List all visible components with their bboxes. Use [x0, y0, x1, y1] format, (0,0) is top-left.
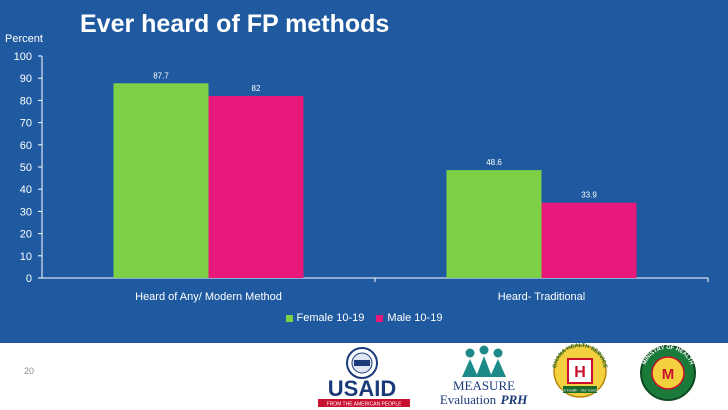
ghs-tagline: Your Health - Our Concern — [559, 389, 601, 393]
moh-logo: MINISTRY OF HEALTH M — [640, 345, 696, 401]
y-tick-label: 20 — [20, 229, 32, 241]
bar — [446, 170, 542, 278]
y-tick-label: 10 — [20, 251, 32, 263]
measure-wordmark: MEASURE — [453, 378, 515, 393]
legend-item-male: Male 10-19 — [376, 312, 442, 324]
chart-title: Ever heard of FP methods — [80, 10, 390, 38]
y-tick-label: 50 — [20, 162, 32, 174]
y-tick-label: 0 — [26, 273, 32, 285]
y-tick-label: 40 — [20, 184, 32, 196]
usaid-seal-band — [354, 360, 370, 366]
measure-evaluation-text: Evaluation — [440, 392, 497, 407]
page-number: 20 — [24, 366, 35, 376]
ghs-letter: H — [574, 364, 586, 381]
measure-figure-body — [490, 359, 506, 377]
y-tick-label: 100 — [14, 51, 32, 63]
bar-chart: 0 10 20 30 40 50 60 70 80 90 100 87.7 82 Heard of Any… — [14, 51, 709, 303]
measure-figure-icon — [479, 345, 489, 355]
usaid-logo: USAID FROM THE AMERICAN PEOPLE — [318, 347, 410, 408]
measure-figure-body — [476, 356, 492, 377]
legend-label-male: Male 10-19 — [387, 312, 443, 324]
usaid-tagline-bar — [318, 399, 410, 407]
y-tick-label: 80 — [20, 95, 32, 107]
bar — [208, 95, 304, 279]
usaid-wordmark: USAID — [328, 376, 396, 401]
measure-logo: MEASURE Evaluation PRH — [440, 345, 529, 407]
ghs-shield — [567, 358, 593, 384]
y-axis-label: Percent — [5, 33, 43, 45]
y-tick-label: 70 — [20, 118, 32, 130]
measure-figure-icon — [465, 348, 475, 358]
x-tick-label: Heard of Any/ Modern Method — [135, 291, 282, 303]
bar — [541, 202, 637, 278]
x-tick-label: Heard- Traditional — [498, 291, 585, 303]
bar — [113, 83, 209, 278]
data-label: 87.7 — [153, 71, 169, 80]
logo-strip: USAID FROM THE AMERICAN PEOPLE MEASURE E… — [318, 343, 696, 408]
measure-figure-icon — [493, 348, 503, 358]
y-tick-label: 30 — [20, 206, 32, 218]
measure-figure-body — [462, 359, 478, 377]
legend-item-female: Female 10-19 — [285, 312, 365, 324]
legend-label-female: Female 10-19 — [296, 312, 365, 324]
data-label: 82 — [252, 84, 261, 93]
ghs-tagline-bar — [563, 386, 597, 393]
data-label: 33.9 — [581, 191, 597, 200]
measure-prh-text: PRH — [501, 392, 529, 407]
legend-swatch-female — [285, 314, 293, 322]
moh-letter: M — [662, 366, 675, 383]
moh-inner-seal — [651, 356, 685, 390]
data-label: 48.6 — [486, 158, 502, 167]
ghs-logo: GHANA HEALTH SERVICE H Your Health - Our… — [552, 343, 608, 398]
y-tick-label: 60 — [20, 140, 32, 152]
legend: Female 10-19 Male 10-19 — [0, 312, 728, 324]
y-tick-label: 90 — [20, 73, 32, 85]
usaid-tagline: FROM THE AMERICAN PEOPLE — [327, 402, 403, 408]
legend-swatch-male — [376, 314, 384, 322]
